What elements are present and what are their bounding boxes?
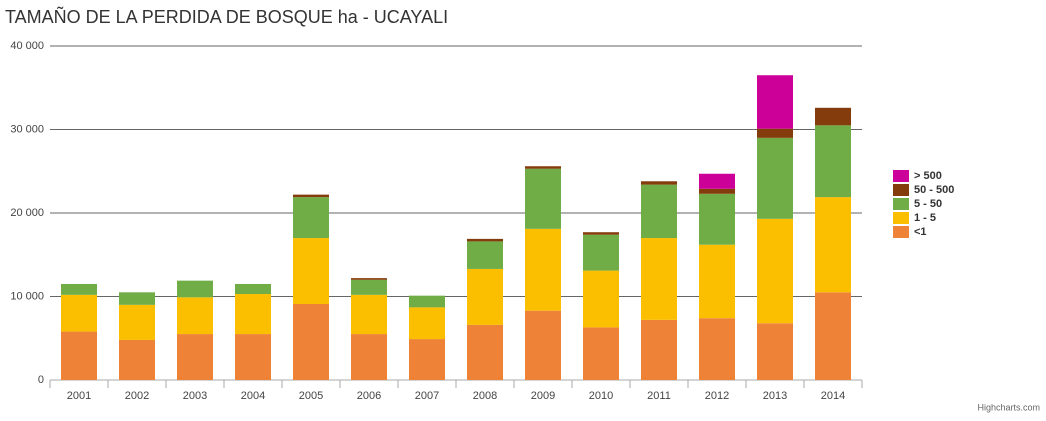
bar-segment	[757, 128, 793, 138]
bar-segment	[641, 319, 677, 380]
bar-segment	[351, 334, 387, 380]
bar-segment	[177, 297, 213, 335]
x-tick-label: 2008	[473, 390, 497, 402]
bar-segment	[119, 339, 155, 380]
bar-segment	[583, 232, 619, 235]
legend-label: > 500	[914, 170, 942, 182]
bar-segment	[177, 334, 213, 380]
y-tick-label: 40 000	[10, 40, 44, 52]
bar-segment	[409, 295, 445, 308]
bar-segment	[699, 188, 735, 194]
bar-segment	[119, 292, 155, 305]
credit: Highcharts.com	[977, 402, 1040, 412]
legend-swatch	[893, 170, 909, 182]
bar-segment	[351, 278, 387, 280]
bar-segment	[293, 197, 329, 239]
bar-segment	[583, 327, 619, 380]
bar-segment	[409, 339, 445, 380]
x-tick-label: 2013	[763, 390, 787, 402]
bar-segment	[815, 292, 851, 380]
bar-segment	[293, 194, 329, 198]
bar-segment	[699, 173, 735, 189]
bar-segment	[699, 318, 735, 380]
x-tick-label: 2014	[821, 390, 845, 402]
legend-label: 1 - 5	[914, 212, 936, 224]
bar-segment	[467, 241, 503, 269]
bar-segment	[525, 228, 561, 311]
y-tick-label: 0	[38, 374, 44, 386]
bar-segment	[525, 166, 561, 169]
bar-segment	[119, 304, 155, 340]
bar-segment	[815, 197, 851, 293]
x-tick-label: 2012	[705, 390, 729, 402]
x-tick-label: 2011	[647, 390, 671, 402]
bar-segment	[61, 331, 97, 380]
bar-segment	[235, 293, 271, 335]
bar-segment	[351, 279, 387, 295]
bar-segment	[815, 107, 851, 126]
x-tick-label: 2004	[241, 390, 265, 402]
bar-segment	[641, 181, 677, 185]
bar-segment	[699, 193, 735, 245]
bar-segment	[757, 137, 793, 219]
x-tick-label: 2007	[415, 390, 439, 402]
x-tick-label: 2010	[589, 390, 613, 402]
bar-segment	[467, 238, 503, 242]
x-tick-label: 2003	[183, 390, 207, 402]
bar-segment	[177, 280, 213, 298]
legend-label: 5 - 50	[914, 198, 942, 210]
bar-segment	[757, 323, 793, 380]
bar-segment	[235, 334, 271, 380]
bar-segment	[641, 184, 677, 239]
x-tick-label: 2006	[357, 390, 381, 402]
bar-segment	[61, 283, 97, 295]
x-tick-label: 2005	[299, 390, 323, 402]
bar-segment	[351, 294, 387, 335]
legend-swatch	[893, 212, 909, 224]
chart-title: TAMAÑO DE LA PERDIDA DE BOSQUE ha - UCAY…	[5, 6, 448, 27]
bar-segment	[757, 75, 793, 129]
legend-label: 50 - 500	[914, 184, 954, 196]
bar-segment	[525, 168, 561, 229]
bar-segment	[699, 244, 735, 319]
bar-segment	[467, 324, 503, 380]
y-tick-label: 20 000	[10, 207, 44, 219]
bar-segment	[467, 268, 503, 325]
x-tick-label: 2009	[531, 390, 555, 402]
bar-segment	[815, 125, 851, 198]
bar-segment	[61, 294, 97, 332]
legend-label: <1	[914, 226, 927, 238]
bar-segment	[293, 304, 329, 380]
legend-swatch	[893, 184, 909, 196]
legend-swatch	[893, 226, 909, 238]
bar-segment	[235, 283, 271, 294]
x-tick-label: 2002	[125, 390, 149, 402]
bar-segment	[525, 310, 561, 380]
x-tick-label: 2001	[67, 390, 91, 402]
bar-segment	[583, 270, 619, 328]
bar-segment	[583, 234, 619, 271]
y-tick-label: 30 000	[10, 123, 44, 135]
bar-segment	[293, 238, 329, 305]
bar-segment	[641, 238, 677, 320]
legend-swatch	[893, 198, 909, 210]
y-tick-label: 10 000	[10, 290, 44, 302]
bar-segment	[757, 218, 793, 324]
bar-segment	[409, 307, 445, 340]
